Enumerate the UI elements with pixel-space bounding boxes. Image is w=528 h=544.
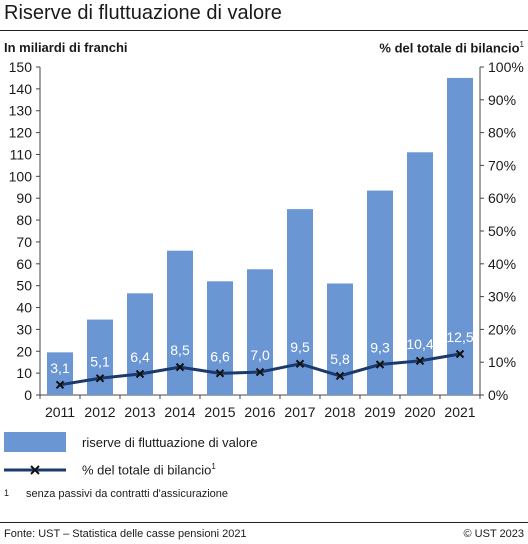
line-point [295,359,305,369]
title-divider [0,30,528,31]
right-tick-label: 80% [488,125,516,141]
left-tick-label: 10 [16,365,32,381]
data-label: 3,1 [50,360,70,376]
right-tick-label: 60% [488,190,516,206]
line-point [335,371,345,381]
footnote-text: senza passivi da contratti d'assicurazio… [26,488,229,500]
footnote: 1 senza passivi da contratti d'assicurazi… [4,488,228,500]
x-tick-label: 2011 [45,404,75,420]
data-label: 6,6 [210,348,230,364]
right-tick-label: 40% [488,256,516,272]
left-tick-label: 0 [24,387,32,403]
bar [167,250,193,395]
copyright-text: © UST 2023 [463,528,525,540]
x-tick-label: 2014 [164,404,195,420]
footnote-ref-mark: 1 [519,40,524,49]
legend-item-line: % del totale di bilancio1 [4,459,216,481]
footer-divider [0,522,528,523]
line-point [135,369,145,379]
bar [407,152,433,395]
right-tick-label: 0% [488,387,508,403]
x-tick-label: 2019 [364,404,395,420]
footnote-number: 1 [4,488,10,498]
right-tick-label: 20% [488,321,516,337]
data-label: 8,5 [170,342,190,358]
right-tick-label: 90% [488,92,516,108]
left-tick-label: 100 [9,168,33,184]
x-tick-label: 2018 [324,404,355,420]
bar [47,352,73,395]
legend-label-line: % del totale di bilancio1 [82,462,216,477]
line-point [455,349,465,359]
data-label: 7,0 [250,347,270,363]
left-tick-label: 80 [16,212,32,228]
left-tick-label: 70 [16,234,32,250]
data-label: 9,3 [370,339,390,355]
right-tick-label: 50% [488,223,516,239]
bar [367,190,393,395]
data-label: 5,1 [90,353,110,369]
right-tick-label: 70% [488,157,516,173]
left-tick-label: 90 [16,190,32,206]
right-tick-label: 100% [488,59,524,75]
x-tick-label: 2013 [124,404,155,420]
x-tick-label: 2012 [84,404,115,420]
x-tick-label: 2020 [404,404,435,420]
line-point [255,367,265,377]
left-axis-unit: In miliardi di franchi [4,40,128,55]
data-label: 10,4 [406,336,433,352]
legend-label-bars: riserve di fluttuazione di valore [82,434,258,450]
source-text: Fonte: UST – Statistica delle casse pens… [4,528,247,540]
bar [207,281,233,395]
left-tick-label: 50 [16,278,32,294]
x-tick-label: 2017 [284,404,315,420]
left-tick-label: 110 [10,146,33,162]
legend-item-bars: riserve di fluttuazione di valore [4,431,258,453]
left-tick-label: 120 [9,125,33,141]
line-point [95,374,105,383]
bar [127,293,153,395]
data-label: 6,4 [130,349,150,365]
line-point [55,380,65,390]
left-tick-label: 40 [16,300,32,316]
legend-label-line-text: % del totale di bilancio [82,462,212,478]
x-tick-label: 2015 [204,404,235,420]
data-label: 9,5 [290,339,310,355]
bar [447,77,473,395]
line-point [175,362,185,372]
right-tick-label: 10% [488,354,516,370]
bar [247,269,273,395]
line-point [215,369,225,378]
left-tick-label: 60 [16,256,32,272]
data-label: 5,8 [330,351,350,367]
legend-swatch-bars [4,432,66,452]
line-point [375,360,385,369]
x-tick-label: 2016 [244,404,275,420]
legend-swatch-line [4,465,66,475]
right-axis-unit: % del totale di bilancio1 [379,40,524,55]
left-tick-label: 20 [16,343,32,359]
left-tick-label: 150 [9,59,33,75]
left-tick-label: 30 [16,321,32,337]
bar [327,283,353,395]
bar [87,319,113,395]
left-tick-label: 130 [9,103,33,119]
left-tick-label: 140 [9,81,33,97]
chart-title: Riserve di fluttuazione di valore [4,2,282,24]
legend-footnote-mark: 1 [211,462,216,472]
right-axis-unit-text: % del totale di bilancio [379,40,520,56]
x-tick-label: 2021 [444,404,475,420]
line-point [415,356,425,366]
right-tick-label: 30% [488,289,516,305]
data-label: 12,5 [446,329,473,345]
